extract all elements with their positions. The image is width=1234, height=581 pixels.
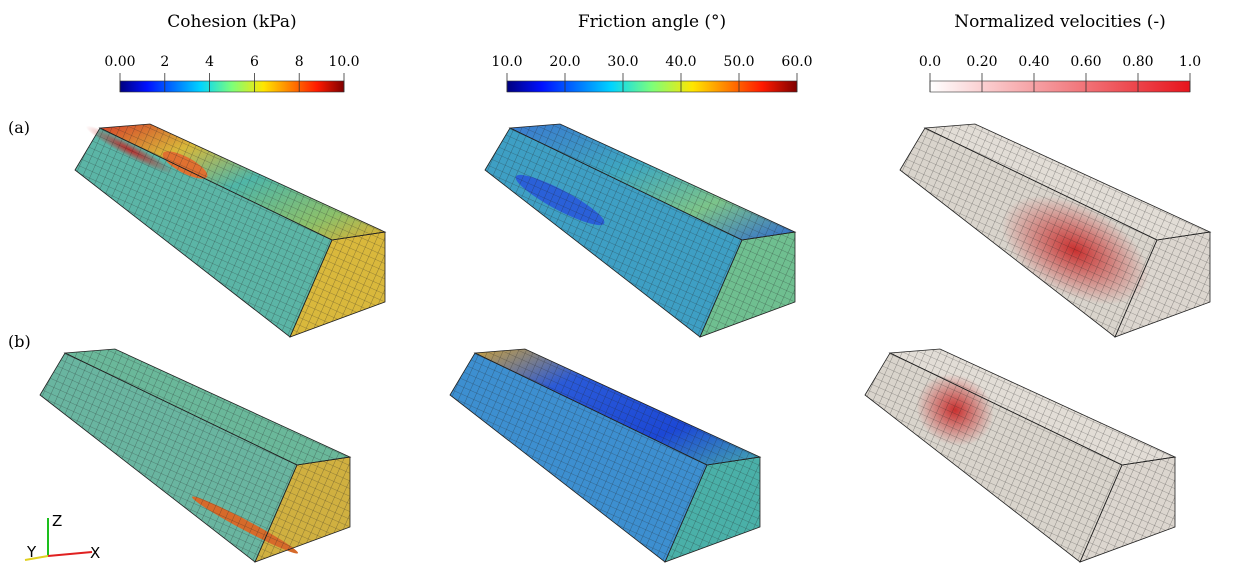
axis-label: Y: [26, 543, 37, 561]
colorbar-tick-label: 0.60: [1070, 54, 1101, 70]
colorbar-tick-label: 0.00: [104, 54, 135, 70]
colorbar-tick-label: 4: [205, 54, 214, 70]
colorbar-tick-label: 0.80: [1122, 54, 1153, 70]
colorbar-tick-label: 0.0: [919, 54, 941, 70]
colorbar-tick-label: 8: [295, 54, 304, 70]
colorbar-tick-label: 10.0: [491, 54, 522, 70]
colorbar: [930, 81, 1190, 92]
axis-triad: Z Y X: [25, 512, 100, 562]
colorbar-tick-label: 2: [160, 54, 169, 70]
colorbar-title: Friction angle (°): [578, 12, 726, 32]
mesh-velocity-a: [900, 124, 1210, 337]
colorbar-tick-label: 40.0: [665, 54, 696, 70]
colorbar-tick-label: 60.0: [781, 54, 812, 70]
colorbar-title: Cohesion (kPa): [167, 12, 296, 32]
mesh-velocity-b: [865, 349, 1175, 562]
mesh-cohesion-a: [75, 120, 385, 337]
panel-label: (a): [8, 118, 30, 137]
figure: Cohesion (kPa) 0.00 2 4 6 8 10.0 Friction angle…: [0, 0, 1234, 581]
colorbars: Cohesion (kPa) 0.00 2 4 6 8 10.0 Friction angle…: [104, 12, 1201, 92]
colorbar-tick-label: 0.40: [1018, 54, 1049, 70]
colorbar-tick-label: 0.20: [966, 54, 997, 70]
colorbar-tick-label: 6: [250, 54, 259, 70]
mesh-friction-b: [450, 349, 760, 562]
colorbar-title: Normalized velocities (-): [954, 12, 1165, 32]
colorbar-tick-label: 1.0: [1179, 54, 1201, 70]
colorbar-tick-label: 50.0: [723, 54, 754, 70]
axis-label: X: [90, 544, 100, 562]
mesh-friction-a: [485, 124, 795, 337]
colorbar: [507, 81, 797, 92]
colorbar-tick-label: 20.0: [549, 54, 580, 70]
colorbar-tick-label: 10.0: [328, 54, 359, 70]
mesh-cohesion-b: [40, 349, 350, 562]
axis-label: Z: [52, 512, 62, 530]
colorbar-tick-label: 30.0: [607, 54, 638, 70]
colorbar: [120, 81, 344, 92]
meshes: [40, 120, 1210, 562]
panel-label: (b): [8, 332, 31, 351]
x-axis: [48, 552, 92, 556]
